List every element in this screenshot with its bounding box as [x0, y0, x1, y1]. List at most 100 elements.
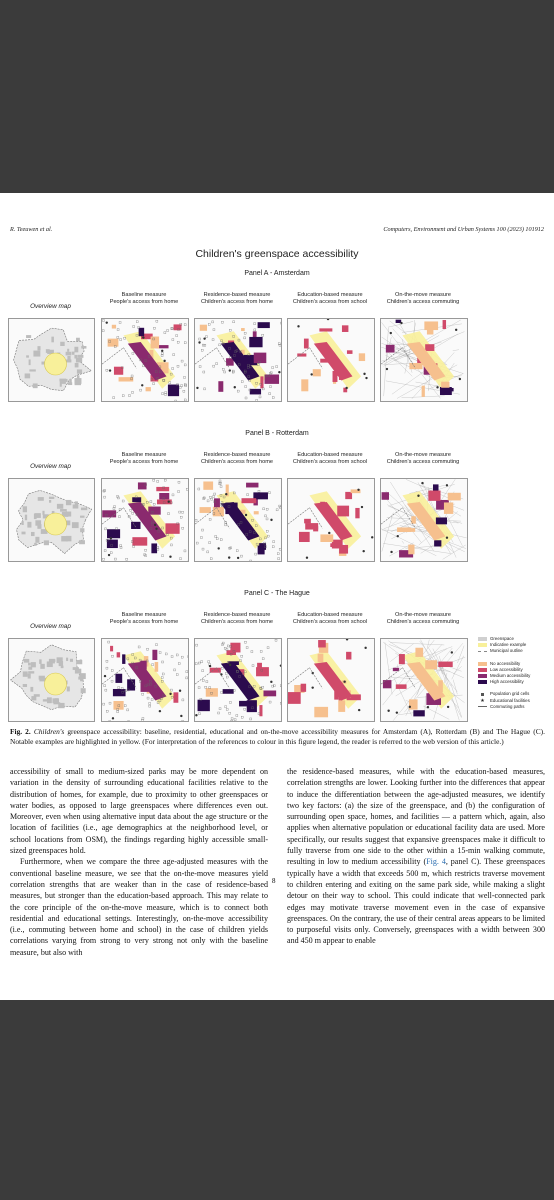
population-grid-cell: [237, 523, 240, 526]
population-grid-cell: [103, 489, 106, 492]
population-grid-cell: [114, 557, 117, 561]
legend-label: Commuting paths: [490, 703, 525, 709]
greenspace-accessibility: [436, 500, 449, 510]
greenspace-accessibility: [107, 338, 119, 347]
population-grid-cell: [176, 522, 179, 525]
greenspace-accessibility: [332, 370, 338, 382]
population-grid-cell: [222, 368, 225, 371]
greenspace-accessibility: [122, 654, 126, 664]
legend-item: Municipal outline: [478, 648, 552, 654]
greenspace: [28, 662, 31, 666]
greenspace-accessibility: [167, 384, 180, 397]
population-grid-cell: [170, 501, 173, 504]
column-header-line: Children's access from school: [292, 298, 368, 305]
population-grid-cell: [208, 518, 212, 521]
commuting-path: [457, 645, 465, 664]
population-grid-cell: [177, 481, 181, 484]
greenspace-accessibility: [137, 482, 147, 490]
greenspace: [65, 535, 72, 542]
commuting-path: [382, 362, 413, 366]
greenspace: [33, 350, 41, 357]
population-grid-cell: [225, 708, 229, 711]
population-grid-cell: [102, 489, 106, 493]
population-grid-cell: [152, 479, 155, 482]
greenspace-accessibility: [443, 502, 454, 514]
greenspace: [56, 503, 64, 509]
population-grid-cell: [271, 366, 274, 369]
commuting-path: [404, 504, 421, 524]
column-header: On-the-move measure Children's access com…: [373, 612, 473, 626]
municipal-outline: [381, 507, 416, 529]
greenspace-accessibility: [205, 688, 218, 697]
population-grid-cell: [262, 387, 265, 391]
population-grid-cell: [121, 366, 124, 369]
population-grid-cell: [146, 648, 149, 651]
educational-facility: [225, 492, 228, 496]
population-grid-cell: [121, 499, 125, 503]
greenspace: [80, 688, 86, 694]
population-grid-cell: [162, 672, 165, 676]
greenspace: [26, 355, 29, 358]
greenspace: [71, 522, 79, 529]
greenspace: [37, 346, 41, 351]
greenspace-accessibility: [241, 328, 245, 332]
population-grid-cell: [229, 329, 232, 332]
greenspace: [21, 521, 24, 526]
population-grid-cell: [268, 700, 272, 704]
commuting-path: [424, 695, 426, 711]
population-grid-cell: [170, 655, 174, 658]
population-grid-cell: [198, 712, 201, 715]
population-grid-cell: [249, 717, 252, 721]
population-grid-cell: [116, 495, 119, 498]
population-grid-cell: [246, 493, 249, 496]
greenspace-accessibility: [263, 690, 277, 697]
population-grid-cell: [185, 676, 188, 680]
greenspace: [79, 659, 82, 664]
paragraph: the residence-based measures, while with…: [287, 766, 545, 947]
commuting-path: [409, 485, 445, 494]
population-grid-cell: [124, 689, 127, 692]
population-grid-cell: [161, 526, 164, 530]
greenspace: [29, 369, 36, 372]
greenspace: [69, 378, 72, 385]
figure-title: Children's greenspace accessibility: [195, 248, 359, 260]
greenspace-accessibility: [434, 540, 442, 547]
population-grid-cell: [238, 363, 241, 366]
greenspace: [65, 359, 72, 363]
greenspace-accessibility: [341, 325, 349, 332]
greenspace-accessibility: [339, 544, 349, 554]
population-grid-cell: [236, 549, 239, 552]
population-grid-cell: [139, 358, 142, 362]
greenspace: [66, 657, 69, 662]
educational-facility: [111, 717, 115, 720]
commuting-path: [390, 643, 414, 662]
greenspace-accessibility: [318, 640, 326, 648]
caption-label: Fig. 2.: [10, 727, 31, 736]
population-grid-cell: [105, 538, 109, 542]
greenspace-accessibility: [257, 322, 270, 329]
population-grid-cell: [213, 500, 216, 503]
greenspace-accessibility: [197, 699, 210, 712]
legend-item: No accessibility: [478, 661, 552, 667]
left-column: accessibility of small to medium-sized p…: [10, 766, 268, 958]
population-grid-cell: [232, 650, 236, 653]
population-grid-cell: [156, 701, 160, 704]
population-grid-cell: [110, 679, 114, 683]
educational-facility: [400, 321, 403, 325]
population-grid-cell: [171, 367, 174, 370]
greenspace: [79, 540, 85, 545]
figure-link[interactable]: Fig. 4: [426, 857, 446, 867]
educational-facility: [310, 373, 313, 376]
greenspace-accessibility: [314, 706, 329, 718]
population-grid-cell: [219, 494, 223, 497]
population-grid-cell: [249, 365, 252, 368]
greenspace-accessibility: [257, 545, 265, 555]
population-grid-cell: [265, 508, 269, 511]
greenspace: [33, 694, 40, 697]
educational-facility: [169, 692, 172, 696]
municipal-outline: [288, 347, 323, 369]
educational-facility: [458, 377, 462, 381]
population-grid-cell: [220, 538, 223, 541]
greenspace-accessibility: [111, 324, 117, 329]
text: the residence-based measures, while with…: [287, 767, 545, 867]
